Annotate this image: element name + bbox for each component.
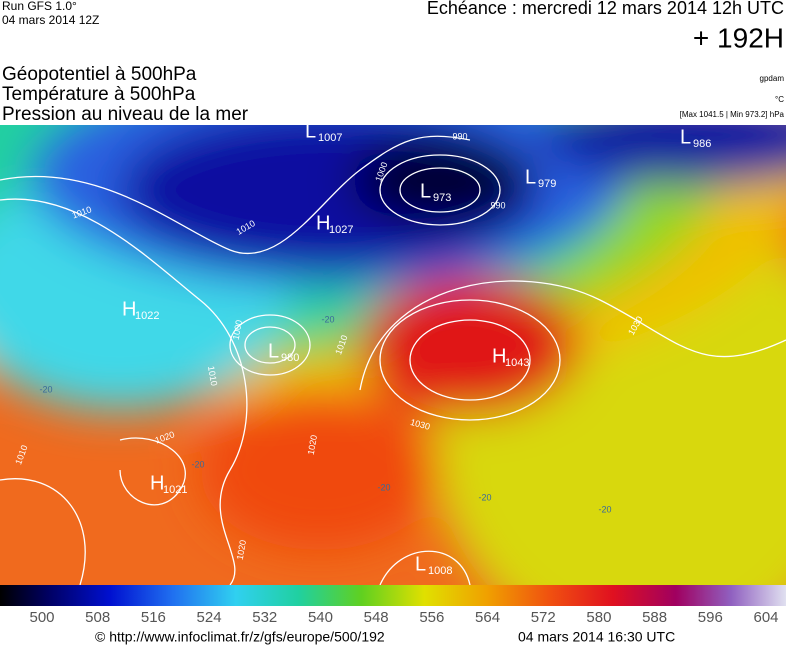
temperature-label: -20 [478, 492, 491, 502]
temperature-label: -20 [39, 384, 52, 394]
scale-label: 580 [586, 609, 611, 626]
temperature-label: -20 [377, 482, 390, 492]
scale-label: 596 [698, 609, 723, 626]
scale-label: 588 [642, 609, 667, 626]
center-type: H [122, 298, 136, 320]
scale-label: 548 [364, 609, 389, 626]
center-pressure: 979 [538, 178, 556, 190]
center-type: L [415, 553, 426, 575]
color-scale-labels: 500 508 516 524 532 540 548 556 564 572 580 588 596 6… [29, 609, 778, 626]
center-pressure: 973 [433, 192, 451, 204]
isobar-label: 1000 [231, 319, 244, 340]
center-pressure: 980 [281, 352, 299, 364]
center-pressure: 1021 [163, 484, 187, 496]
center-pressure: 1027 [329, 224, 353, 236]
isobars [0, 135, 786, 585]
center-type: L [305, 120, 316, 142]
scale-label: 524 [197, 609, 222, 626]
generated-date: 04 mars 2014 16:30 UTC [518, 629, 675, 645]
isobar-label: 1020 [235, 539, 248, 560]
temperature-label: -20 [191, 459, 204, 469]
scale-label: 508 [85, 609, 110, 626]
color-scale [0, 585, 786, 606]
scale-label: 532 [252, 609, 277, 626]
scale-label: 500 [29, 609, 54, 626]
isobar-label: 990 [452, 131, 467, 141]
temperature-label: -20 [598, 504, 611, 514]
center-type: H [316, 212, 330, 234]
center-pressure: 1008 [428, 565, 452, 577]
center-pressure: 1007 [318, 132, 342, 144]
center-pressure: 986 [693, 138, 711, 150]
center-pressure: 1043 [505, 357, 529, 369]
center-type: L [268, 340, 279, 362]
center-type: L [420, 180, 431, 202]
forecast-date: Echéance : mercredi 12 mars 2014 12h UTC [427, 0, 784, 18]
temperature-label: -20 [321, 314, 334, 324]
run-date: 04 mars 2014 12Z [2, 13, 99, 27]
scale-label: 540 [308, 609, 333, 626]
center-type: L [525, 166, 536, 188]
scale-label: 556 [419, 609, 444, 626]
scale-label: 572 [531, 609, 556, 626]
center-type: H [150, 472, 164, 494]
center-type: H [492, 345, 506, 367]
title-pressure: Pression au niveau de la mer [2, 104, 249, 125]
scale-label: 516 [141, 609, 166, 626]
unit-pressure: [Max 1041.5 | Min 973.2] hPa [680, 110, 785, 119]
isobar-label: 990 [490, 200, 505, 210]
isobar-label: 1010 [206, 365, 219, 386]
center-pressure: 1022 [135, 310, 159, 322]
lead-time: + 192H [693, 22, 784, 53]
source-url: © http://www.infoclimat.fr/z/gfs/europe/… [95, 629, 385, 645]
unit-geopotential: gpdam [760, 74, 785, 83]
title-geopotential: Géopotentiel à 500hPa [2, 64, 197, 85]
center-type: L [680, 126, 691, 148]
scale-label: 604 [753, 609, 778, 626]
title-temperature: Température à 500hPa [2, 84, 196, 105]
scale-label: 564 [475, 609, 500, 626]
isobar-label: 1020 [306, 434, 319, 455]
temperature-labels: -20 -20 -20 -20 -20 -20 [39, 314, 611, 514]
run-label: Run GFS 1.0° [2, 0, 77, 13]
unit-temperature: °C [775, 95, 784, 104]
